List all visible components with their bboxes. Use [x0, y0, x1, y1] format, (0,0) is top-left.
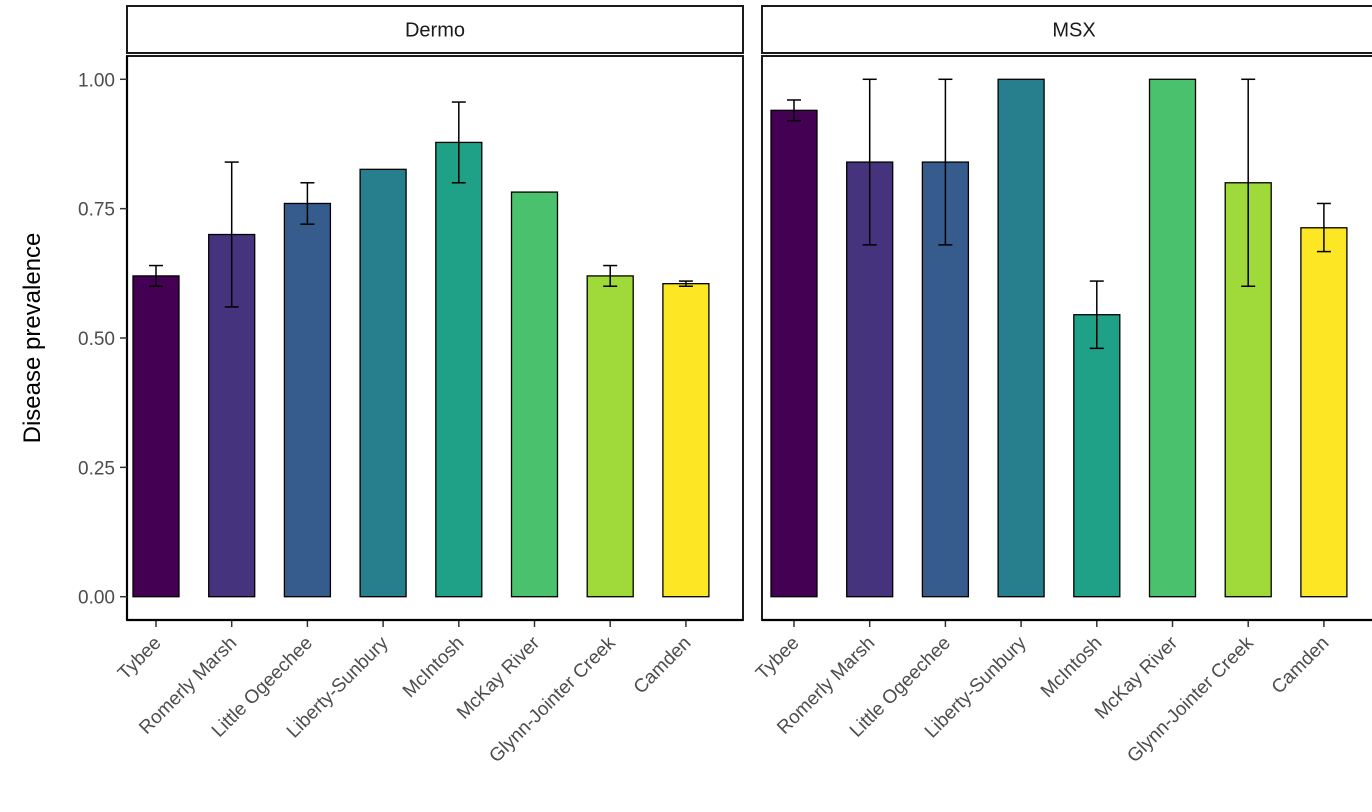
error-bar	[149, 264, 163, 288]
error-bar	[938, 78, 953, 246]
bar-camden	[662, 283, 710, 598]
bar-tybee	[770, 109, 818, 598]
x-tick-label: McIntosh	[1037, 633, 1106, 702]
error-bar	[787, 99, 801, 122]
x-tick-label: McIntosh	[399, 633, 468, 702]
error-bar	[1241, 78, 1256, 288]
x-tick-label: Camden	[630, 633, 696, 699]
y-tick-label: 0.25	[78, 458, 115, 479]
y-tick-label: 0.75	[78, 200, 115, 221]
error-bar	[1089, 280, 1104, 350]
facet-strip	[126, 5, 744, 54]
bar-camden	[1300, 227, 1348, 598]
bar-little-ogeechee	[283, 202, 332, 598]
y-tick-label: 0.00	[78, 588, 115, 609]
x-tick-label: Tybee	[114, 633, 165, 684]
facet-strip-label: MSX	[1052, 20, 1095, 42]
x-tick-label: Glynn-Jointer Creek	[1123, 632, 1258, 767]
error-bar	[678, 280, 693, 288]
bar-liberty-sunbury	[359, 168, 407, 598]
bar-tybee	[132, 275, 180, 598]
x-tick-label: Glynn-Jointer Creek	[485, 632, 620, 767]
facet-strip	[761, 5, 1372, 54]
y-tick-label: 1.00	[78, 70, 115, 91]
error-bar	[451, 101, 466, 184]
facet-strip-label: Dermo	[405, 20, 465, 42]
error-bar	[300, 182, 315, 225]
error-bar	[603, 264, 618, 288]
bar-glynn-jointer-creek	[586, 275, 634, 598]
error-bar	[862, 78, 877, 246]
error-bar	[224, 161, 239, 308]
bar-mcintosh	[435, 141, 483, 598]
bar-liberty-sunbury	[997, 78, 1045, 598]
x-tick-label: Camden	[1268, 633, 1334, 699]
y-axis-title: Disease prevalence	[19, 233, 46, 444]
x-tick-label: Tybee	[752, 633, 803, 684]
bar-mcintosh	[1073, 314, 1121, 598]
y-tick-label: 0.50	[78, 329, 115, 350]
bar-mckay-river	[510, 191, 559, 598]
bar-mckay-river	[1148, 78, 1197, 598]
error-bar	[1316, 202, 1331, 253]
